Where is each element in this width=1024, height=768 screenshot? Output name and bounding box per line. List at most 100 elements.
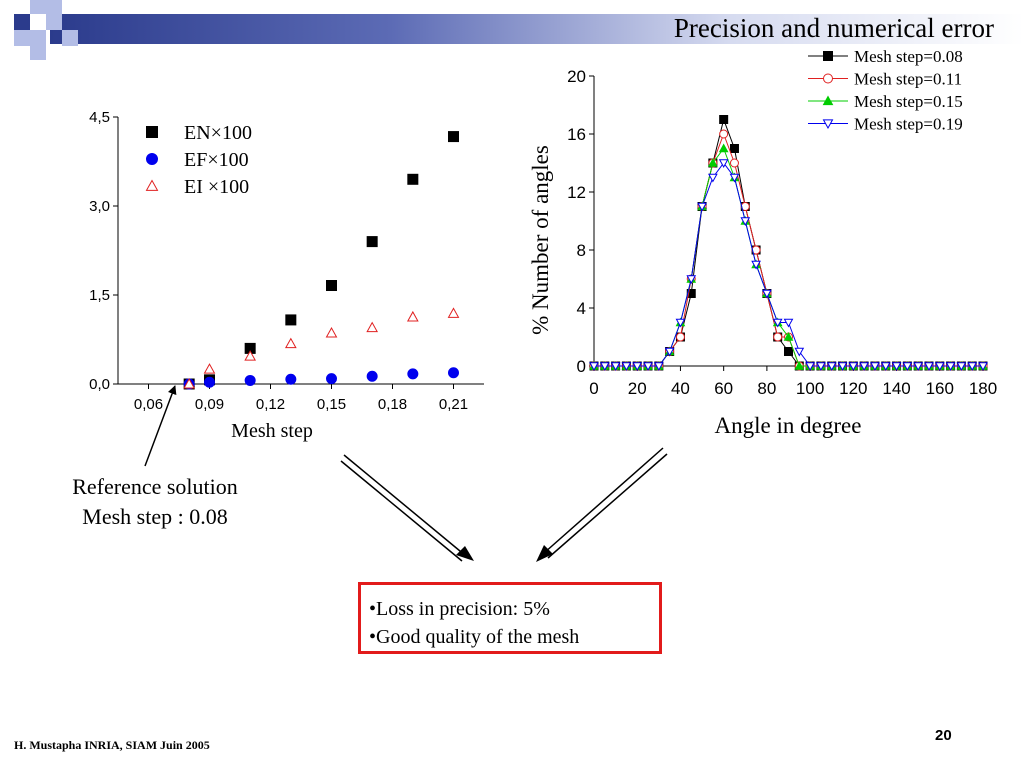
data-point: [794, 347, 805, 357]
x-tick-label: 0,21: [439, 396, 468, 413]
legend-marker: [822, 119, 834, 130]
data-point: [407, 368, 419, 380]
legend-label: Mesh step=0.08: [854, 47, 963, 66]
data-point: [664, 347, 675, 357]
data-point: [632, 362, 643, 372]
data-point: [326, 373, 337, 385]
data-point: [610, 362, 621, 372]
data-point: [448, 367, 459, 379]
page-number: 20: [935, 727, 952, 744]
data-point: [870, 362, 880, 372]
data-point: [945, 362, 956, 372]
data-point: [837, 362, 848, 372]
x-tick-label: 140: [882, 379, 910, 398]
x-tick-label: 80: [757, 379, 776, 398]
y-tick-label: 0: [577, 357, 586, 376]
data-point: [762, 289, 772, 299]
x-axis-title: Angle in degree: [715, 413, 862, 438]
data-point: [956, 362, 967, 372]
right-result-arrow: [536, 447, 668, 562]
left-result-arrow: [340, 454, 474, 562]
y-tick-label: 1,5: [89, 287, 110, 304]
y-tick-label: 0,0: [89, 376, 110, 393]
data-point: [751, 260, 761, 270]
data-point: [621, 362, 632, 372]
data-point: [967, 362, 978, 372]
data-point: [859, 362, 869, 372]
data-point: [924, 362, 934, 372]
y-tick-label: 4: [577, 299, 586, 318]
data-point: [697, 202, 707, 212]
x-tick-label: 0,12: [256, 396, 285, 413]
x-tick-label: 120: [839, 379, 867, 398]
data-point: [740, 217, 751, 227]
data-point: [729, 158, 739, 168]
legend-label: EN×100: [184, 122, 252, 144]
reference-solution-label: Reference solution: [72, 474, 238, 499]
data-point: [366, 236, 378, 248]
y-tick-label: 8: [577, 241, 586, 260]
data-point: [902, 362, 913, 372]
data-point: [783, 318, 794, 328]
data-point: [326, 280, 337, 292]
data-point: [816, 362, 826, 372]
y-tick-label: 20: [567, 67, 586, 86]
footer-credit: H. Mustapha INRIA, SIAM Juin 2005: [14, 738, 210, 752]
data-point: [718, 159, 729, 169]
data-point: [784, 347, 793, 356]
data-point: [729, 144, 739, 153]
y-tick-label: 16: [567, 125, 586, 144]
legend-marker: [823, 73, 833, 84]
legend-label: EI ×100: [184, 176, 249, 198]
y-tick-label: 4,5: [89, 109, 110, 126]
x-axis-title: Mesh step: [231, 420, 313, 442]
slide-title: Precision and numerical error: [673, 13, 994, 43]
data-point: [891, 362, 902, 372]
legend-marker: [822, 95, 834, 106]
mesh-error-chart: 0,0 1,5 3,0 4,5 0,06 0,09 0,12 0,15 0,18 0,21 Mesh…: [89, 109, 484, 442]
data-point: [675, 318, 686, 328]
data-point: [772, 318, 783, 328]
data-point: [783, 331, 794, 341]
data-point: [203, 363, 216, 374]
data-point: [244, 350, 257, 361]
data-point: [826, 362, 837, 372]
legend-marker: [146, 153, 158, 165]
data-point: [447, 307, 460, 318]
legend-marker: [146, 126, 158, 138]
y-axis-title: % Number of angles: [528, 145, 553, 335]
data-point: [708, 157, 718, 167]
data-point: [675, 332, 685, 342]
data-point: [589, 362, 599, 372]
x-tick-label: 60: [714, 379, 733, 398]
slide-header: Precision and numerical error: [0, 0, 1024, 60]
data-point: [204, 376, 215, 388]
data-point: [366, 370, 378, 382]
legend-marker: [145, 179, 159, 191]
angle-distribution-chart: 0 4 8 12 16 20 0 20 40 60 80 100 120 140 160 180 Angle i…: [528, 47, 997, 438]
x-tick-label: 20: [628, 379, 647, 398]
data-point: [729, 173, 740, 183]
data-point: [406, 310, 419, 322]
legend-label: Mesh step=0.15: [854, 92, 963, 111]
x-tick-label: 0,15: [317, 396, 346, 413]
data-point: [325, 326, 338, 338]
data-point: [407, 173, 419, 185]
x-tick-label: 40: [671, 379, 690, 398]
data-point: [244, 374, 256, 386]
data-point: [718, 143, 729, 153]
data-point: [880, 362, 891, 372]
legend-label: Mesh step=0.11: [854, 70, 962, 89]
header-checker-pattern: [14, 0, 78, 60]
data-point: [653, 362, 664, 372]
data-point: [448, 131, 459, 143]
data-point: [708, 173, 718, 183]
data-point: [934, 362, 945, 372]
data-point: [773, 332, 783, 342]
data-point: [643, 362, 653, 372]
data-point: [805, 362, 815, 372]
series-line: [594, 132, 983, 367]
reference-pointer-arrow: [144, 385, 177, 467]
legend-label: Mesh step=0.19: [854, 115, 963, 134]
